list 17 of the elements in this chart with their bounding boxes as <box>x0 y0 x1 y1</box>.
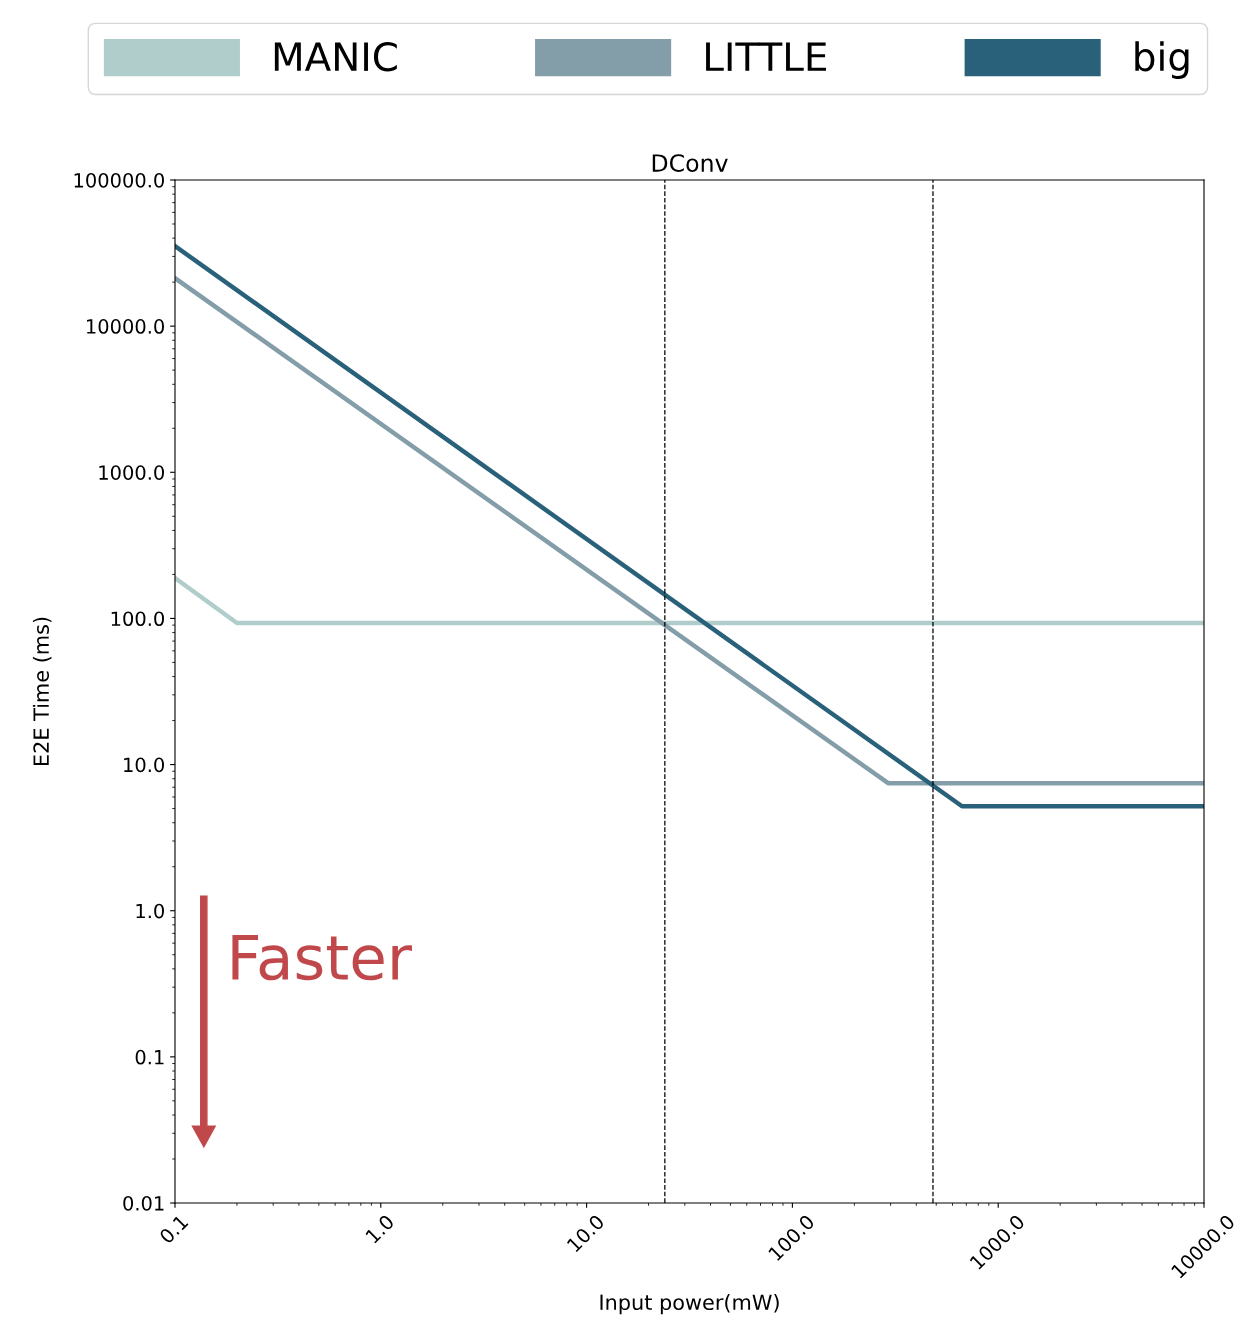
y-tick-label: 10000.0 <box>87 319 164 334</box>
legend-label: LITTLE <box>706 42 826 71</box>
y-tick-label: 1.0 <box>136 903 164 919</box>
y-tick-label: 0.01 <box>123 1195 164 1211</box>
y-tick-label: 0.1 <box>135 1049 164 1065</box>
y-axis-title: E2E Time (ms) <box>32 617 52 766</box>
y-tick-label: 100000.0 <box>74 172 164 188</box>
x-tick-label: 1.0 <box>364 1213 395 1244</box>
annotation: Faster <box>232 934 412 981</box>
y-tick-label: 100.0 <box>111 611 164 627</box>
y-tick-label: 1000.0 <box>99 465 164 480</box>
legend-label: MANIC <box>274 42 397 72</box>
x-tick-label: 0.1 <box>158 1214 189 1245</box>
x-axis-title: Input power(mW) <box>600 1294 779 1315</box>
legend-label: big <box>1135 41 1189 79</box>
chart-title: DConv <box>652 154 728 172</box>
y-tick-label: 10.0 <box>124 757 164 773</box>
